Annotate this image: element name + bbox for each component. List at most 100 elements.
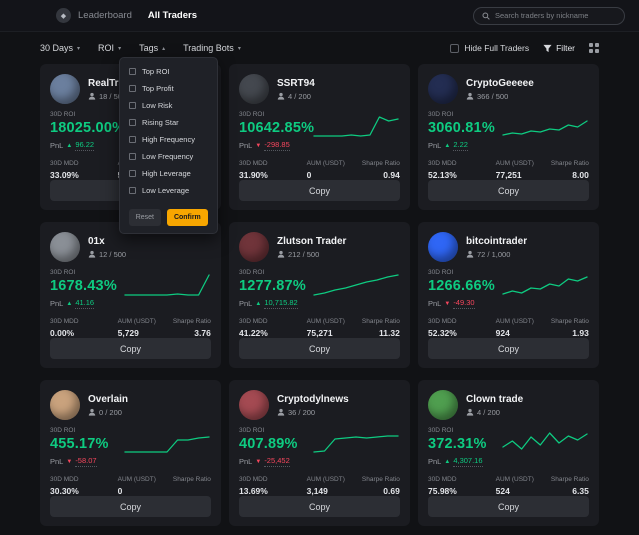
- filter-dropdown-roi[interactable]: ROI ▾: [98, 43, 121, 53]
- trader-name[interactable]: Overlain: [88, 393, 129, 405]
- trader-name[interactable]: RealTrad: [88, 77, 131, 89]
- copiers-icon: [466, 92, 474, 100]
- avatar[interactable]: [428, 390, 458, 420]
- sharpe-label: Sharpe Ratio: [361, 160, 400, 167]
- checkbox-icon[interactable]: [129, 136, 136, 143]
- tags-menu-item[interactable]: Low Risk: [120, 97, 217, 114]
- tags-menu-item[interactable]: High Leverage: [120, 165, 217, 182]
- avatar[interactable]: [428, 232, 458, 262]
- checkbox-icon[interactable]: [450, 43, 460, 53]
- pnl-row: PnL ▼ -49.30: [428, 298, 589, 309]
- checkbox-icon[interactable]: [129, 119, 136, 126]
- filter-dropdown-tags[interactable]: Tags ▴: [139, 43, 165, 53]
- pnl-label: PnL: [428, 299, 442, 308]
- trader-name[interactable]: 01x: [88, 235, 105, 247]
- copiers-count: 4 / 200: [288, 91, 311, 101]
- confirm-button[interactable]: Confirm: [166, 209, 208, 226]
- mdd-value: 0.00%: [50, 328, 75, 338]
- trader-name[interactable]: CryptoGeeeee: [466, 77, 534, 89]
- trader-card-header: Overlain 0 / 200: [50, 390, 211, 420]
- pnl-row: PnL ▲ 41.16: [50, 298, 211, 309]
- copy-button[interactable]: Copy: [428, 338, 589, 359]
- copiers-count: 72 / 1,000: [477, 249, 511, 259]
- checkbox-icon[interactable]: [129, 102, 136, 109]
- trader-card[interactable]: SSRT94 4 / 200 30D ROI 10642.85% PnL ▼ -…: [229, 64, 410, 210]
- roi-label: 30D ROI: [239, 427, 265, 434]
- trader-name[interactable]: Cryptodylnews: [277, 393, 349, 405]
- copy-button[interactable]: Copy: [50, 496, 211, 517]
- tags-menu-item-label: Low Leverage: [142, 186, 190, 195]
- filter-button[interactable]: Filter: [543, 43, 575, 53]
- sharpe-value: 3.76: [194, 328, 211, 338]
- sharpe-value: 11.32: [379, 328, 400, 338]
- tags-menu-item[interactable]: High Frequency: [120, 131, 217, 148]
- avatar[interactable]: [50, 232, 80, 262]
- aum-value: 0: [306, 170, 312, 180]
- pnl-arrow-icon: ▲: [255, 300, 262, 307]
- avatar[interactable]: [239, 232, 269, 262]
- avatar[interactable]: [50, 74, 80, 104]
- checkbox-icon[interactable]: [129, 187, 136, 194]
- tags-menu-item[interactable]: Top ROI: [120, 63, 217, 80]
- chevron-icon: ▴: [162, 45, 166, 52]
- aum-label: AUM (USDT): [306, 318, 345, 325]
- checkbox-icon[interactable]: [129, 153, 136, 160]
- aum-label: AUM (USDT): [495, 476, 534, 483]
- trader-card[interactable]: Overlain 0 / 200 30D ROI 455.17% PnL ▼ -…: [40, 380, 221, 526]
- trader-card[interactable]: Cryptodylnews 36 / 200 30D ROI 407.89% P…: [229, 380, 410, 526]
- aum-value: 3,149: [306, 486, 328, 496]
- pnl-value: 96.22: [75, 140, 95, 151]
- filter-dropdown-30-days[interactable]: 30 Days ▾: [40, 43, 80, 53]
- tags-menu-item[interactable]: Low Frequency: [120, 148, 217, 165]
- mdd-value: 31.90%: [239, 170, 268, 180]
- filter-dropdown-trading-bots[interactable]: Trading Bots ▾: [183, 43, 241, 53]
- pnl-row: PnL ▲ 2.22: [428, 140, 589, 151]
- trader-name[interactable]: Clown trade: [466, 393, 524, 405]
- aum-value: 77,251: [495, 170, 522, 180]
- reset-button[interactable]: Reset: [129, 209, 161, 226]
- tab-all-traders[interactable]: All Traders: [147, 10, 197, 21]
- roi-label: 30D ROI: [50, 111, 76, 118]
- checkbox-icon[interactable]: [129, 85, 136, 92]
- trader-name[interactable]: Zlutson Trader: [277, 235, 347, 247]
- copiers-row: 212 / 500: [277, 250, 346, 259]
- copy-button[interactable]: Copy: [239, 338, 400, 359]
- trader-card[interactable]: Zlutson Trader 212 / 500 30D ROI 1277.87…: [229, 222, 410, 368]
- tags-menu-item[interactable]: Rising Star: [120, 114, 217, 131]
- trader-name[interactable]: bitcointrader: [466, 235, 528, 247]
- tags-menu-item[interactable]: Top Profit: [120, 80, 217, 97]
- avatar[interactable]: [239, 74, 269, 104]
- trader-card[interactable]: bitcointrader 72 / 1,000 30D ROI 1266.66…: [418, 222, 599, 368]
- nav-leaderboard[interactable]: Leaderboard: [78, 10, 132, 21]
- copy-button[interactable]: Copy: [239, 180, 400, 201]
- mdd-label: 30D MDD: [428, 160, 457, 167]
- avatar[interactable]: [50, 390, 80, 420]
- hide-full-traders-toggle[interactable]: Hide Full Traders: [450, 43, 529, 53]
- copiers-icon: [88, 408, 96, 416]
- search-input[interactable]: [495, 11, 616, 20]
- aum-label: AUM (USDT): [495, 160, 534, 167]
- avatar[interactable]: [239, 390, 269, 420]
- pnl-label: PnL: [239, 299, 253, 308]
- trader-card[interactable]: CryptoGeeeee 366 / 500 30D ROI 3060.81% …: [418, 64, 599, 210]
- avatar[interactable]: [428, 74, 458, 104]
- trader-card-header: 01x 12 / 500: [50, 232, 211, 262]
- tags-menu-item-label: High Frequency: [142, 135, 195, 144]
- mdd-value: 75.98%: [428, 486, 457, 496]
- roi-value: 372.31%: [428, 436, 487, 452]
- copy-button[interactable]: Copy: [239, 496, 400, 517]
- trader-name[interactable]: SSRT94: [277, 77, 315, 89]
- sharpe-value: 0.94: [383, 170, 400, 180]
- search-box[interactable]: [473, 6, 625, 25]
- copy-button[interactable]: Copy: [428, 180, 589, 201]
- layout-grid-icon[interactable]: [589, 43, 599, 53]
- copy-button[interactable]: Copy: [428, 496, 589, 517]
- copy-button[interactable]: Copy: [50, 338, 211, 359]
- funnel-icon: [543, 44, 552, 52]
- trader-card[interactable]: 01x 12 / 500 30D ROI 1678.43% PnL ▲ 41.1…: [40, 222, 221, 368]
- checkbox-icon[interactable]: [129, 170, 136, 177]
- filter-button-label: Filter: [556, 43, 575, 53]
- trader-card[interactable]: Clown trade 4 / 200 30D ROI 372.31% PnL …: [418, 380, 599, 526]
- checkbox-icon[interactable]: [129, 68, 136, 75]
- tags-menu-item[interactable]: Low Leverage: [120, 182, 217, 199]
